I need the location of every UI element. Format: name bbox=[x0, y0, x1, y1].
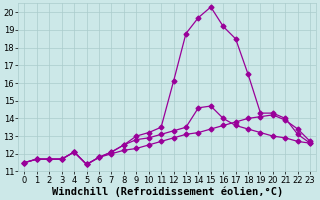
X-axis label: Windchill (Refroidissement éolien,°C): Windchill (Refroidissement éolien,°C) bbox=[52, 186, 283, 197]
